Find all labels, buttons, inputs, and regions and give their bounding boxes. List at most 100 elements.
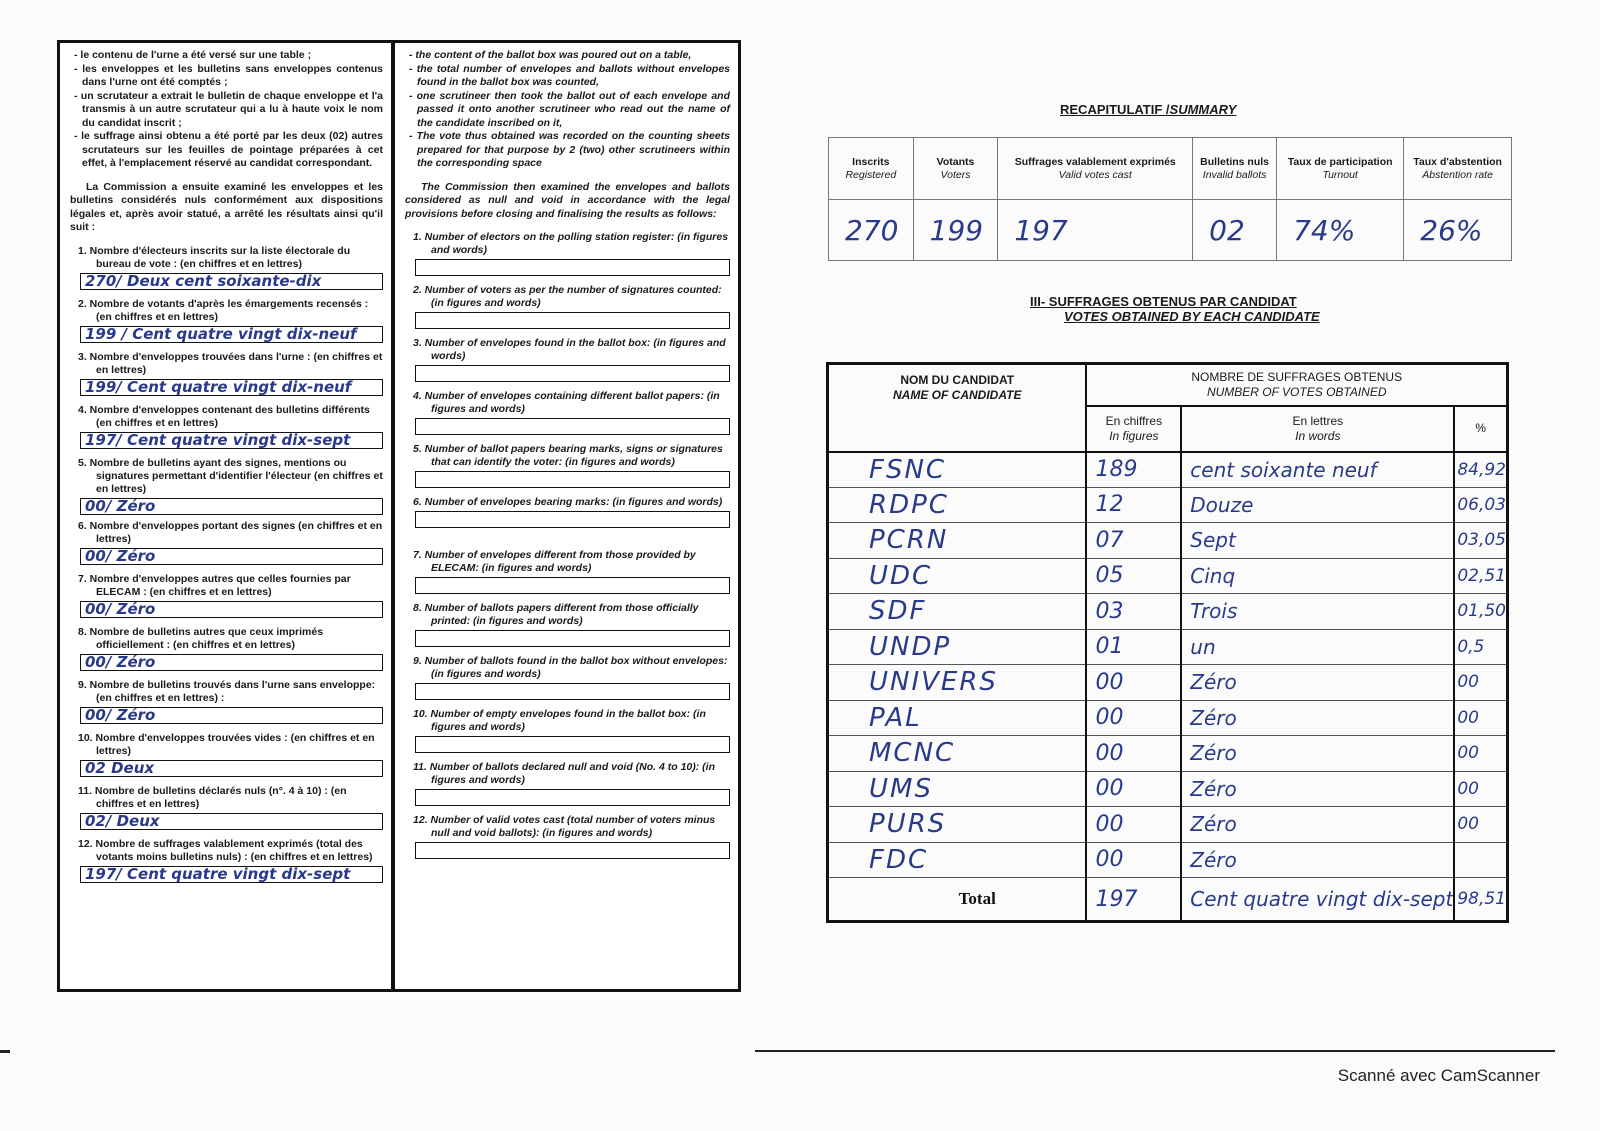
- item-answer-field[interactable]: [415, 789, 730, 806]
- form-item: 2. Number of voters as per the number of…: [409, 284, 730, 337]
- item-question: 10. Nombre d'enveloppes trouvées vides :…: [78, 731, 375, 757]
- summary-header: Votants Voters: [912, 137, 999, 200]
- section3-title-en: VOTES OBTAINED BY EACH CANDIDATE: [1064, 309, 1320, 324]
- form-item: 12. Number of valid votes cast (total nu…: [409, 814, 730, 867]
- item-answer-field[interactable]: 00/ Zéro: [80, 547, 383, 565]
- item-answer-field[interactable]: 199/ Cent quatre vingt dix-neuf: [80, 378, 383, 396]
- summary-value: 02: [1192, 199, 1278, 261]
- form-item: 10. Nombre d'enveloppes trouvées vides :…: [74, 732, 383, 785]
- header-candidate-name: NOM DU CANDIDAT NAME OF CANDIDATE: [826, 362, 1088, 453]
- item-question: 12. Number of valid votes cast (total nu…: [413, 814, 716, 839]
- candidate-name: MCNC: [826, 735, 1087, 772]
- item-answer-field[interactable]: 197/ Cent quatre vingt dix-sept: [80, 865, 383, 883]
- summary-header-en: Registered: [845, 168, 897, 181]
- item-answer-field[interactable]: [415, 259, 730, 276]
- summary-header: Inscrits Registered: [828, 137, 914, 200]
- item-answer-field[interactable]: [415, 577, 730, 594]
- votes-words: Zéro: [1180, 735, 1455, 772]
- votes-percent: 03,05: [1453, 522, 1508, 559]
- item-answer-field[interactable]: [415, 683, 730, 700]
- left-page-form: - le contenu de l'urne a été versé sur u…: [57, 40, 741, 992]
- item-answer-field[interactable]: [415, 365, 730, 382]
- item-answer-field[interactable]: 02/ Deux: [80, 812, 383, 830]
- form-item: 12. Nombre de suffrages valablement expr…: [74, 838, 383, 891]
- summary-table: Inscrits Registered Votants Voters Suffrages…: [828, 137, 1512, 261]
- summary-title-en: SUMMARY: [1169, 102, 1237, 117]
- candidate-name: SDF: [826, 593, 1087, 630]
- votes-percent: 00: [1453, 771, 1508, 807]
- item-question: 2. Number of voters as per the number of…: [413, 284, 722, 309]
- votes-figures: 00: [1085, 700, 1182, 736]
- header-percent: %: [1453, 404, 1509, 453]
- item-answer-field[interactable]: 197/ Cent quatre vingt dix-sept: [80, 431, 383, 449]
- summary-header-fr: Taux de participation: [1287, 155, 1393, 168]
- form-item: 9. Nombre de bulletins trouvés dans l'ur…: [74, 679, 383, 732]
- votes-words: Douze: [1180, 487, 1455, 523]
- candidate-row: FDC 00 Zéro: [826, 842, 1508, 878]
- item-answer-field[interactable]: 02 Deux: [80, 759, 383, 777]
- english-bullets: - the content of the ballot box was pour…: [405, 49, 730, 171]
- votes-words: Zéro: [1180, 664, 1455, 701]
- summary-title-fr: RECAPITULATIF /: [1060, 102, 1170, 117]
- form-item: 6. Nombre d'enveloppes portant des signe…: [74, 520, 383, 573]
- item-answer-field[interactable]: [415, 736, 730, 753]
- votes-words: Zéro: [1180, 842, 1455, 878]
- bullet-text: - le suffrage ainsi obtenu a été porté p…: [74, 130, 383, 169]
- candidate-name: UNIVERS: [826, 664, 1087, 701]
- candidate-name: PAL: [826, 700, 1087, 736]
- item-question: 2. Nombre de votants d'après les émargem…: [78, 297, 369, 323]
- votes-words: cent soixante neuf: [1180, 451, 1455, 488]
- item-answer-field[interactable]: 270/ Deux cent soixante-dix: [80, 272, 383, 290]
- votes-percent: 00: [1453, 806, 1508, 843]
- item-question: 4. Number of envelopes containing differ…: [413, 390, 720, 415]
- item-question: 3. Nombre d'enveloppes trouvées dans l'u…: [78, 350, 383, 376]
- votes-percent: 00: [1453, 664, 1508, 701]
- votes-percent: 01,50: [1453, 593, 1508, 630]
- votes-words: Sept: [1180, 522, 1455, 559]
- item-answer-field[interactable]: 00/ Zéro: [80, 653, 383, 671]
- votes-percent: 02,51: [1453, 558, 1508, 594]
- votes-percent: 0,5: [1453, 629, 1508, 665]
- form-item: 3. Number of envelopes found in the ball…: [409, 337, 730, 390]
- form-item: 5. Nombre de bulletins ayant des signes,…: [74, 457, 383, 520]
- total-percent: 98,51: [1453, 877, 1508, 922]
- right-page: RECAPITULATIF /SUMMARY Inscrits Registere…: [760, 40, 1560, 1052]
- votes-figures: 00: [1085, 664, 1182, 701]
- item-answer-field[interactable]: [415, 418, 730, 435]
- summary-header-fr: Bulletins nuls: [1200, 155, 1270, 168]
- item-answer-field[interactable]: [415, 842, 730, 859]
- candidate-row: MCNC 00 Zéro 00: [826, 735, 1508, 772]
- french-bullets: - le contenu de l'urne a été versé sur u…: [70, 49, 383, 171]
- section3-title-fr: III- SUFFRAGES OBTENUS PAR CANDIDAT: [1030, 294, 1297, 309]
- item-answer-field[interactable]: 00/ Zéro: [80, 706, 383, 724]
- item-answer-field[interactable]: [415, 471, 730, 488]
- votes-percent: [1453, 842, 1508, 878]
- summary-value: 199: [912, 199, 999, 261]
- form-item: 10. Number of empty envelopes found in t…: [409, 708, 730, 761]
- summary-header: Taux de participation Turnout: [1276, 137, 1405, 200]
- item-question: 6. Number of envelopes bearing marks: (i…: [413, 496, 723, 508]
- item-answer-field[interactable]: [415, 312, 730, 329]
- item-question: 10. Number of empty envelopes found in t…: [413, 708, 706, 733]
- page-edge: [755, 1050, 1555, 1052]
- english-column: - the content of the ballot box was pour…: [395, 43, 738, 989]
- votes-words: Zéro: [1180, 700, 1455, 736]
- summary-header-en: Voters: [940, 168, 971, 181]
- bullet-text: - one scrutineer then took the ballot ou…: [409, 89, 730, 129]
- summary-header-fr: Suffrages valablement exprimés: [1014, 155, 1176, 168]
- votes-words: Trois: [1180, 593, 1455, 630]
- item-question: 9. Number of ballots found in the ballot…: [413, 655, 728, 680]
- candidate-row: RDPC 12 Douze 06,03: [826, 487, 1508, 523]
- item-answer-field[interactable]: [415, 630, 730, 647]
- item-question: 1. Nombre d'électeurs inscrits sur la li…: [78, 244, 351, 270]
- english-items: 1. Number of electors on the polling sta…: [405, 231, 730, 867]
- summary-title: RECAPITULATIF /SUMMARY: [1060, 102, 1236, 117]
- candidate-row: UMS 00 Zéro 00: [826, 771, 1508, 807]
- item-answer-field[interactable]: 00/ Zéro: [80, 497, 383, 515]
- form-item: 4. Number of envelopes containing differ…: [409, 390, 730, 443]
- item-answer-field[interactable]: 00/ Zéro: [80, 600, 383, 618]
- item-answer-field[interactable]: 199 / Cent quatre vingt dix-neuf: [80, 325, 383, 343]
- item-answer-field[interactable]: [415, 511, 730, 528]
- item-question: 6. Nombre d'enveloppes portant des signe…: [78, 519, 383, 545]
- candidate-name: PURS: [826, 806, 1087, 843]
